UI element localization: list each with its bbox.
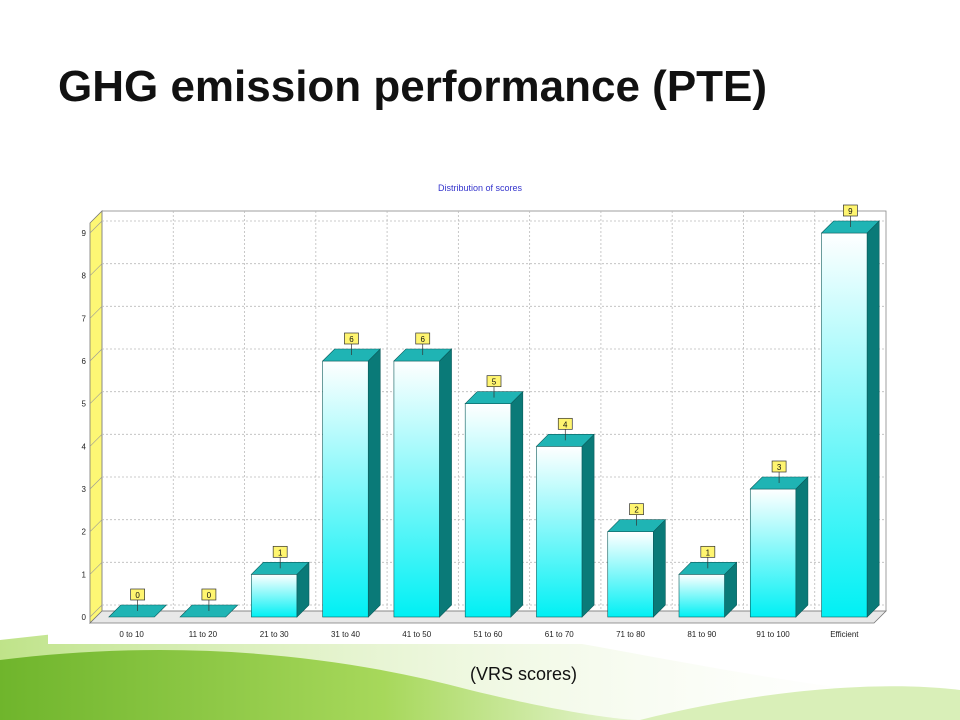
gridline-wall	[89, 562, 103, 575]
bar-side	[866, 220, 880, 618]
data-label-box	[629, 503, 644, 516]
gridline-wall	[89, 348, 103, 362]
data-label-box	[771, 460, 787, 473]
data-label-box	[843, 204, 858, 217]
data-label: 9	[848, 207, 853, 216]
gridline-wall	[89, 604, 103, 618]
bar-side	[581, 433, 595, 618]
y-tick-label: 0	[82, 613, 87, 622]
x-tick-label: 41 to 50	[402, 630, 431, 639]
chart-caption: (VRS scores)	[470, 664, 578, 684]
data-label: 1	[706, 548, 711, 557]
x-tick-label: 11 to 20	[189, 630, 218, 639]
chart-left-wall	[89, 210, 103, 624]
data-label: 6	[349, 335, 354, 344]
gridline-wall	[89, 263, 103, 276]
data-label-box	[700, 545, 716, 558]
data-label-box	[201, 588, 217, 601]
slide-title: GHG emission performance (PTE)	[58, 62, 768, 111]
x-tick-label: 91 to 100	[756, 630, 790, 639]
data-label-box	[557, 417, 573, 430]
x-tick-label: 21 to 30	[260, 630, 289, 639]
data-label: 1	[278, 548, 283, 557]
bar-top	[464, 391, 524, 404]
x-tick-label: 81 to 90	[687, 630, 716, 639]
gridline-wall	[89, 476, 103, 490]
bar-side	[367, 348, 381, 618]
y-tick-label: 1	[82, 570, 87, 579]
data-label: 2	[634, 506, 639, 515]
bar-side	[653, 518, 666, 618]
data-label: 5	[492, 378, 497, 387]
gridline-wall	[89, 306, 103, 319]
gridline-wall	[89, 391, 103, 404]
x-tick-label: 71 to 80	[616, 630, 645, 639]
bar-top	[678, 562, 738, 575]
y-tick-label: 5	[82, 400, 87, 409]
data-label: 4	[563, 420, 568, 429]
bar-front	[749, 488, 797, 618]
bar-front	[607, 531, 654, 618]
y-tick-label: 7	[82, 314, 87, 323]
bar-front	[821, 232, 868, 618]
y-tick-label: 4	[82, 442, 87, 451]
gridline-wall	[89, 519, 103, 532]
data-label: 6	[421, 335, 426, 344]
y-tick-label: 8	[82, 272, 87, 281]
data-label-box	[272, 545, 288, 558]
gridline-wall	[89, 434, 103, 447]
data-label: 0	[135, 591, 140, 600]
data-label: 0	[207, 591, 212, 600]
y-tick-label: 6	[82, 357, 87, 366]
bar-chart: Distribution of scores 0 1 2 3 4 5 6 7 8 9 0 0 to 1…	[48, 178, 904, 644]
bar-side	[795, 476, 809, 618]
green-swoosh-dark	[0, 650, 640, 720]
chart-title: Distribution of scores	[438, 183, 523, 193]
x-tick-label: Efficient	[830, 630, 859, 639]
x-tick-label: 0 to 10	[119, 630, 144, 639]
green-swoosh-light	[640, 686, 960, 720]
bar-side	[439, 348, 452, 618]
bar-front	[536, 446, 583, 618]
x-tick-label: 31 to 40	[331, 630, 360, 639]
data-label-box	[486, 375, 502, 388]
data-label-box	[344, 332, 359, 345]
x-tick-label: 51 to 60	[474, 630, 503, 639]
bar-front	[393, 360, 440, 618]
y-tick-label: 3	[82, 485, 87, 494]
bar-top	[250, 562, 310, 575]
bar-side	[510, 390, 524, 618]
bar-front	[464, 403, 512, 618]
y-tick-label: 9	[82, 229, 87, 238]
x-tick-label: 61 to 70	[545, 630, 574, 639]
data-label-box	[130, 588, 145, 601]
gridline-wall	[89, 220, 103, 234]
data-label: 3	[777, 463, 782, 472]
data-label-box	[415, 332, 431, 345]
bar-front	[678, 574, 725, 618]
y-tick-label: 2	[82, 528, 87, 537]
bar-front	[251, 574, 298, 618]
bar-front	[322, 360, 369, 618]
